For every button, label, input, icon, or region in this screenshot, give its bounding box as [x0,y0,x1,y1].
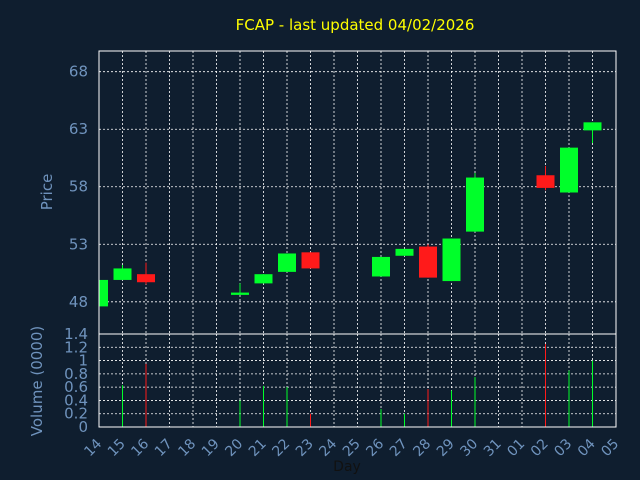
price-y-tick-label: 48 [69,293,88,311]
price-y-tick-label: 53 [69,235,88,253]
price-y-tick-label: 58 [69,178,88,196]
chart-title: FCAP - last updated 04/02/2026 [236,16,475,34]
x-tick-label: 29 [434,436,458,460]
x-tick-label: 15 [105,436,129,460]
volume-y-tick-label: 0 [78,418,88,436]
candle-body [560,147,578,193]
x-tick-label: 04 [575,436,599,460]
x-tick-label: 02 [528,436,552,460]
candle-body [137,274,155,283]
x-tick-label: 30 [457,436,481,460]
x-ticks: 14 15 16 17 18 19 20 21 22 23 24 25 26 27 28 29 30 31 01 02… [81,436,622,460]
x-tick-label: 03 [551,436,575,460]
candle-body [99,279,108,307]
x-tick-label: 14 [81,436,105,460]
candle-body [301,252,320,269]
x-tick-label: 27 [387,436,411,460]
x-tick-label: 21 [246,436,270,460]
volume-y-tick-label: 0.2 [64,405,88,423]
volume-panel-frame [98,333,617,428]
x-axis-label: Day [333,459,361,475]
x-tick-label: 22 [269,436,293,460]
price-candles [98,122,602,307]
candle-body [583,122,602,131]
x-tick-label: 20 [222,436,246,460]
x-tick-label: 28 [410,436,434,460]
x-tick-label: 18 [175,436,199,460]
candle-body [231,292,249,295]
candle-body [536,175,555,188]
candle-body [442,238,461,282]
candle-body [113,268,132,280]
price-y-ticks: 48 53 58 63 68 [69,63,88,311]
x-tick-label: 23 [293,436,317,460]
volume-y-tick-label: 1.4 [64,325,88,343]
volume-y-ticks: 00.20.40.60.811.21.4 [64,325,88,436]
x-tick-label: 16 [128,436,152,460]
x-tick-label: 05 [598,436,622,460]
volume-grid [99,334,616,427]
x-tick-label: 25 [340,436,364,460]
candle-body [372,256,390,277]
price-axis-label: Price [38,174,56,211]
x-tick-label: 17 [152,436,176,460]
volume-y-tick-label: 0.6 [64,378,88,396]
x-tick-label: 19 [199,436,223,460]
candle-body [395,248,414,256]
candle-body [278,253,296,272]
x-tick-label: 26 [363,436,387,460]
volume-y-tick-label: 0.4 [64,391,88,409]
volume-axis-label: Volume (0000) [28,326,46,436]
candle-body [466,177,484,232]
volume-bars [122,343,593,427]
x-tick-label: 31 [481,436,505,460]
x-tick-label: 01 [504,436,528,460]
volume-y-tick-label: 0.8 [64,365,88,383]
x-tick-label: 24 [316,436,340,460]
candle-body [419,246,437,278]
candle-body [254,274,273,284]
volume-y-tick-label: 1.2 [64,338,88,356]
price-grid [99,51,616,334]
price-y-tick-label: 63 [69,120,88,138]
volume-y-tick-label: 1 [78,352,88,370]
price-y-tick-label: 68 [69,63,88,81]
